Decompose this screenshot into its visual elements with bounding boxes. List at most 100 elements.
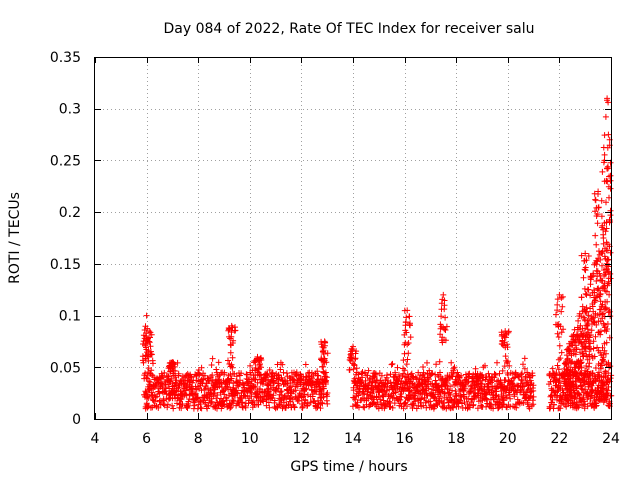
data-point (400, 370, 407, 377)
data-point (317, 405, 324, 412)
data-point (370, 388, 377, 394)
data-point (252, 376, 259, 383)
data-point (174, 400, 180, 407)
data-point (360, 403, 367, 410)
data-point (169, 402, 176, 409)
y-tick-label: 0.15 (50, 257, 81, 273)
data-point (279, 361, 286, 368)
data-point (179, 401, 186, 407)
data-point (153, 393, 160, 400)
data-point (277, 366, 284, 373)
data-point (208, 362, 215, 368)
data-point (441, 389, 448, 396)
data-point (361, 390, 368, 397)
data-point (372, 370, 379, 377)
data-point (420, 364, 426, 370)
data-point (448, 359, 455, 366)
data-point (485, 370, 492, 377)
data-point (437, 369, 443, 376)
x-tick-label: 24 (602, 431, 620, 447)
data-point (397, 381, 404, 388)
data-point (403, 361, 410, 368)
data-point (391, 400, 398, 407)
data-point (214, 392, 221, 398)
data-point (152, 394, 159, 401)
x-tick-label: 16 (396, 431, 414, 447)
grid-layer (95, 57, 611, 419)
data-point (408, 370, 415, 377)
data-point (320, 385, 327, 392)
data-point (324, 400, 331, 407)
data-point (355, 392, 362, 399)
data-point (168, 375, 175, 382)
data-point (362, 377, 369, 384)
x-tick-label: 22 (550, 431, 568, 447)
data-point (178, 405, 185, 412)
data-point (271, 397, 278, 404)
data-point (233, 373, 240, 380)
data-point (312, 387, 319, 394)
data-point (479, 377, 486, 384)
data-point (266, 367, 273, 373)
y-tick-label: 0.3 (59, 102, 81, 118)
x-tick-label: 10 (241, 431, 259, 447)
data-point (356, 385, 363, 392)
data-point (420, 369, 427, 376)
x-tick-label: 8 (194, 431, 203, 447)
data-point (163, 388, 169, 395)
data-point (215, 359, 222, 366)
data-point (164, 401, 171, 408)
data-point (220, 401, 227, 407)
data-point (353, 382, 360, 389)
data-point (447, 391, 454, 398)
x-tick-label: 14 (344, 431, 362, 447)
data-point (302, 397, 309, 404)
data-point (278, 374, 285, 381)
data-point (278, 388, 285, 395)
data-point (290, 376, 297, 383)
data-point (402, 399, 409, 406)
data-point (472, 365, 479, 372)
y-tick-label: 0.25 (50, 153, 81, 169)
data-point (470, 401, 477, 408)
y-tick-label: 0.05 (50, 360, 81, 376)
data-point (481, 383, 488, 390)
data-point (209, 355, 216, 362)
data-point (161, 369, 168, 376)
data-point (350, 366, 357, 373)
data-point (265, 399, 272, 406)
data-point (374, 399, 381, 406)
data-point (496, 370, 503, 377)
data-point (450, 370, 457, 377)
data-point (234, 390, 241, 397)
data-point (238, 370, 245, 377)
data-point (426, 376, 432, 383)
data-point (323, 377, 329, 384)
data-point (309, 375, 316, 382)
data-point (404, 403, 410, 410)
data-point (202, 399, 209, 406)
data-point (309, 393, 316, 400)
data-point (387, 371, 394, 378)
points-layer (139, 95, 615, 412)
chart-title: Day 084 of 2022, Rate Of TEC Index for r… (163, 21, 534, 37)
data-point (201, 372, 208, 379)
data-point (247, 362, 254, 369)
data-point (429, 370, 436, 377)
data-point (145, 395, 152, 402)
data-point (303, 385, 310, 392)
data-point (478, 381, 485, 388)
data-point (462, 385, 469, 392)
data-point (388, 361, 395, 368)
data-point (489, 377, 496, 384)
data-point (356, 404, 362, 411)
y-tick-label: 0.1 (59, 309, 81, 325)
data-point (228, 404, 234, 410)
data-point (223, 397, 230, 404)
data-point (221, 369, 228, 376)
data-point (229, 397, 236, 404)
data-point (409, 373, 416, 380)
data-point (324, 390, 331, 396)
x-axis-label: GPS time / hours (290, 459, 407, 475)
data-point (438, 376, 445, 383)
